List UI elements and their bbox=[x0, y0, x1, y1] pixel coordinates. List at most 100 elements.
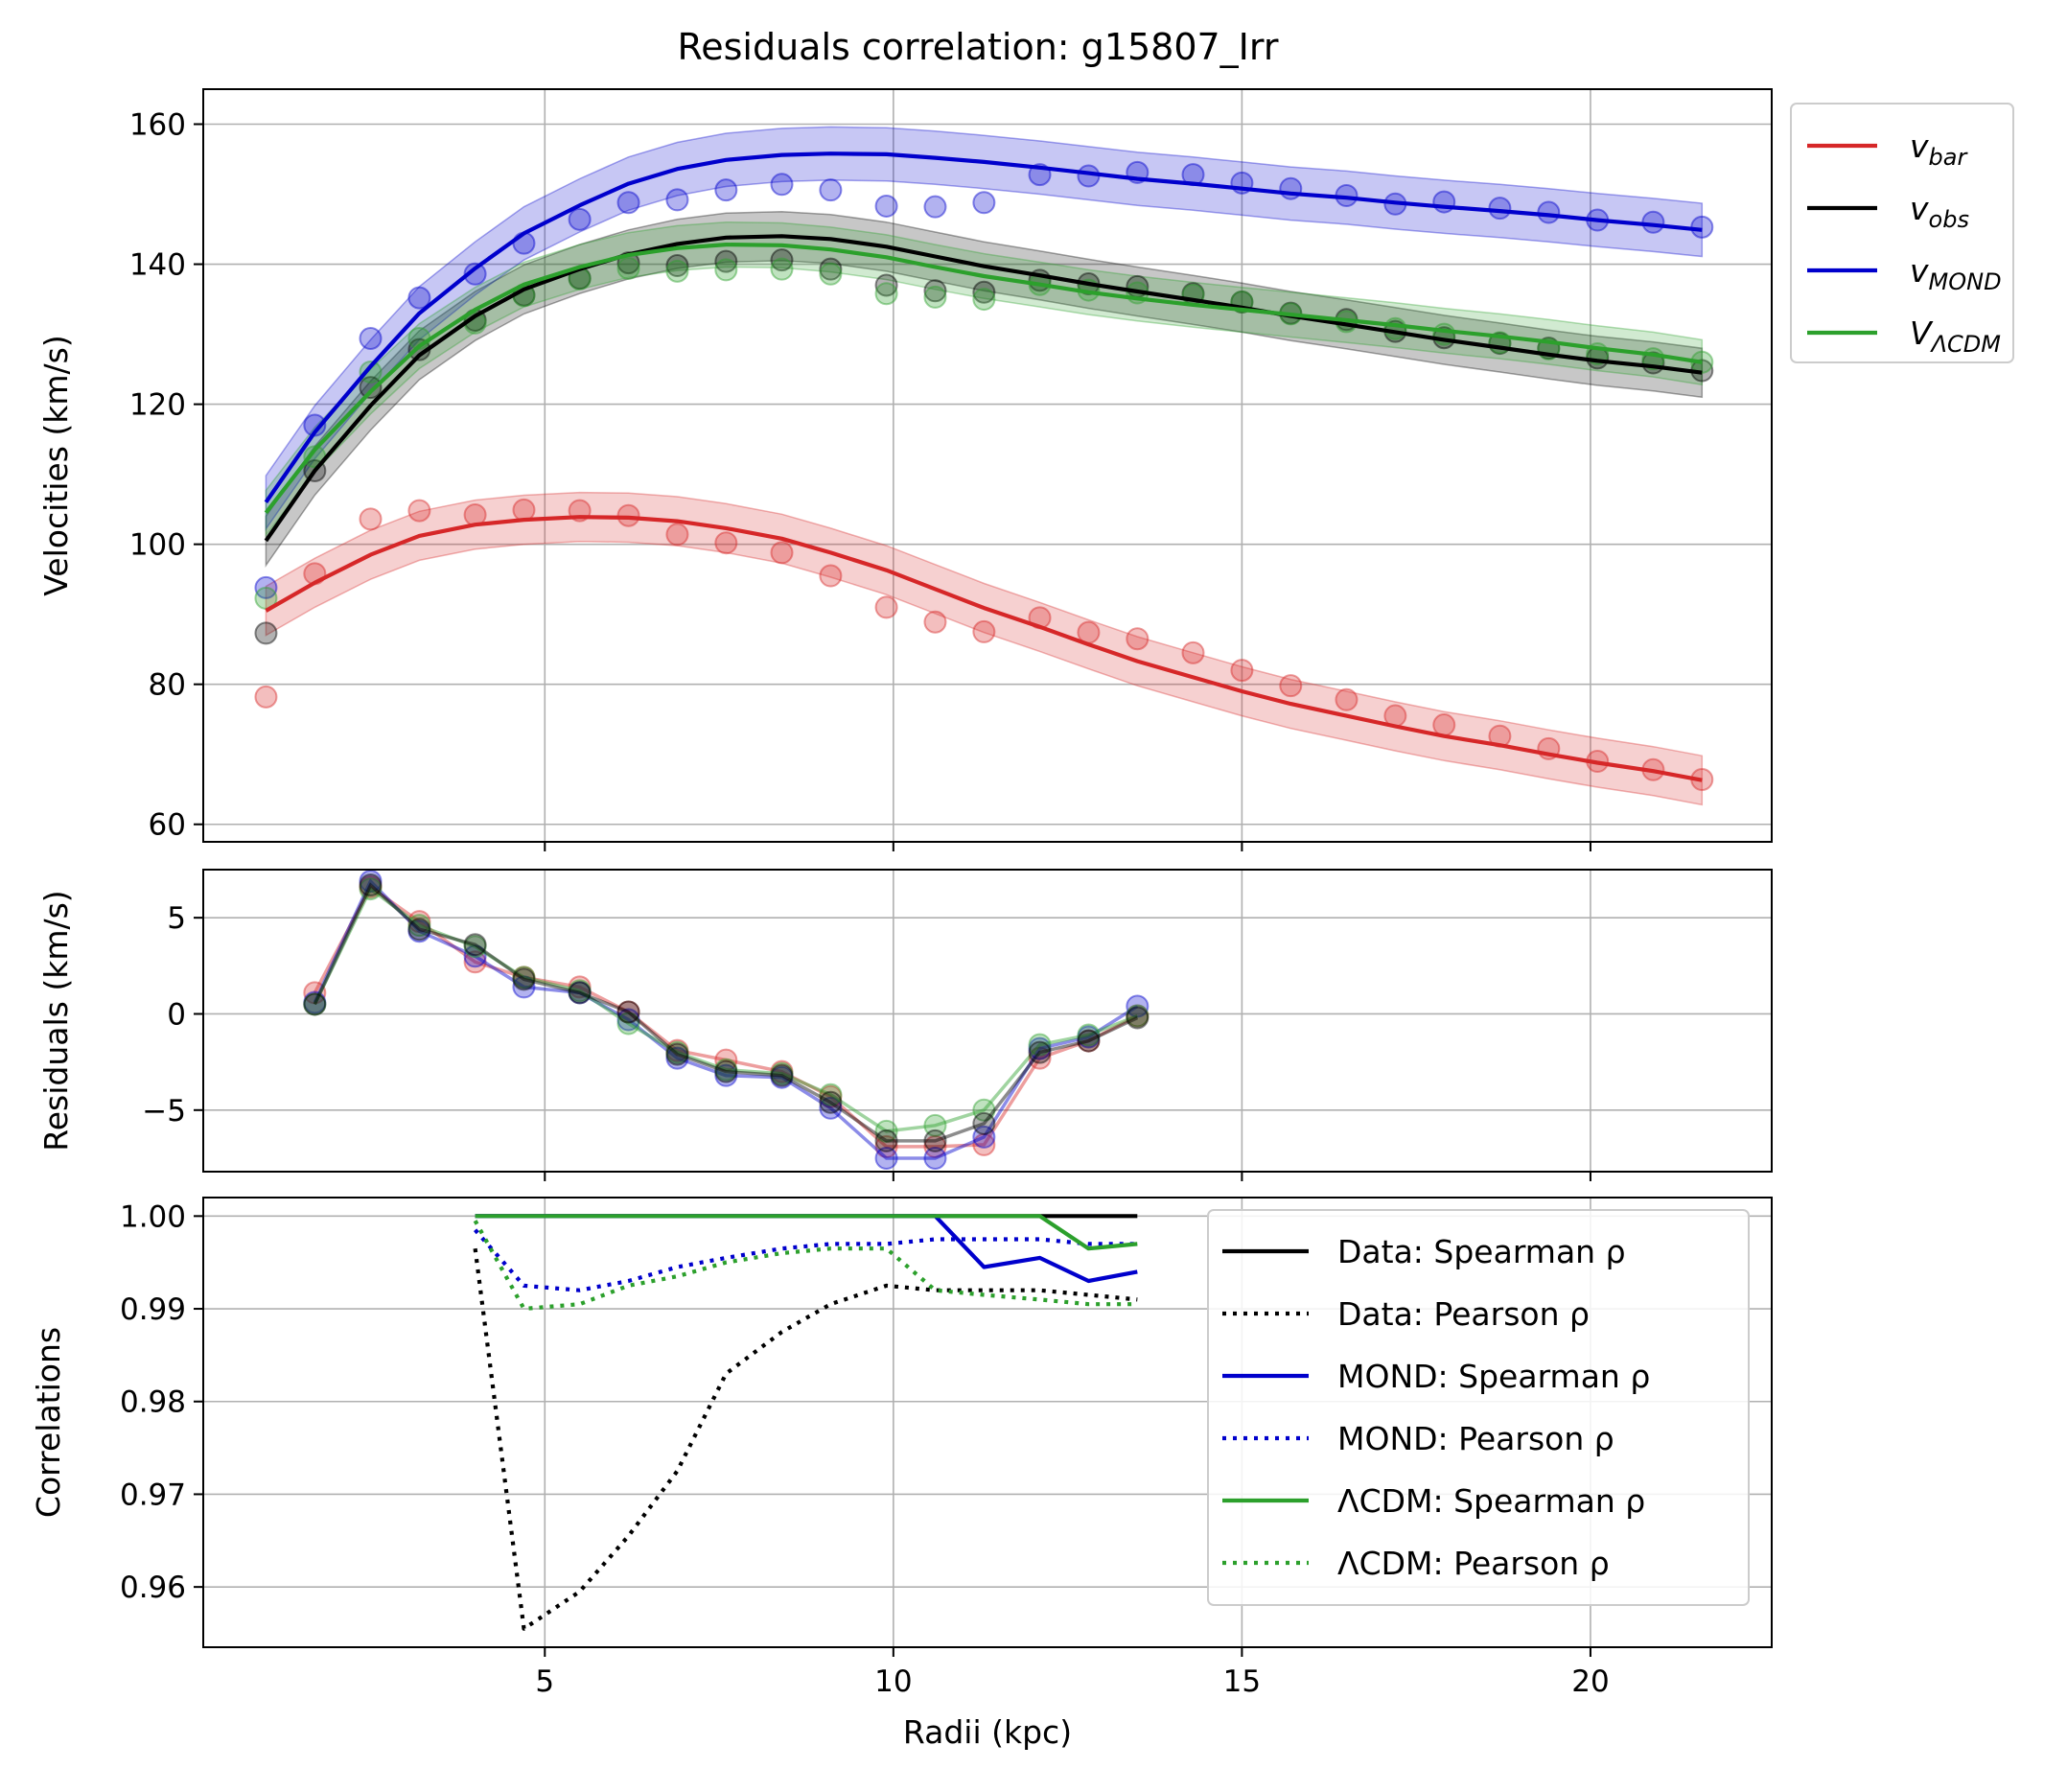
residual-point-vobs bbox=[303, 992, 327, 1016]
y-tick-label: 0.97 bbox=[120, 1478, 186, 1512]
residual-line-vmond bbox=[313, 877, 1139, 1160]
curve-vbar bbox=[265, 515, 1703, 782]
residual-point-vbar bbox=[1077, 1029, 1101, 1053]
residual-point-vbar bbox=[972, 1132, 996, 1156]
plot-area bbox=[254, 126, 1714, 806]
y-tick-label: 0 bbox=[167, 997, 186, 1032]
residual-point-vbar bbox=[463, 950, 487, 974]
residual-point-vmond bbox=[819, 1096, 843, 1120]
point-vbar bbox=[770, 541, 794, 565]
residual-point-vobs bbox=[714, 1059, 738, 1083]
residual-point-vlcdm bbox=[303, 992, 327, 1016]
residual-point-vbar bbox=[359, 875, 383, 899]
y-tick-label: 0.98 bbox=[120, 1385, 186, 1420]
point-vobs bbox=[359, 376, 383, 400]
residual-point-vbar bbox=[1126, 1004, 1150, 1028]
point-vbar bbox=[359, 507, 383, 531]
residual-point-vobs bbox=[770, 1063, 794, 1087]
x-tick-label: 20 bbox=[1571, 1664, 1609, 1699]
correlations-panel: 5 10 15 20 0.96 0.97 0.98 0.99 1.00 Correlations R… bbox=[30, 1197, 1773, 1751]
y-axis-label: Velocities (km/s) bbox=[37, 335, 75, 595]
y-tick-label: 80 bbox=[149, 668, 186, 703]
residual-point-vmond bbox=[1126, 994, 1150, 1018]
y-tick-label: 100 bbox=[129, 528, 186, 563]
residual-point-vmond bbox=[923, 1146, 947, 1170]
residual-point-vlcdm bbox=[819, 1082, 843, 1106]
point-vbar bbox=[1432, 713, 1456, 737]
residual-point-vlcdm bbox=[665, 1040, 689, 1064]
point-vbar bbox=[972, 619, 996, 643]
residual-point-vbar bbox=[1028, 1046, 1052, 1070]
residual-point-vlcdm bbox=[407, 914, 431, 938]
residual-point-vobs bbox=[665, 1042, 689, 1066]
legend-label: Data: Spearman ρ bbox=[1337, 1233, 1626, 1270]
point-vmond bbox=[254, 575, 278, 599]
residual-point-vobs bbox=[874, 1129, 898, 1152]
x-axis-label: Radii (kpc) bbox=[903, 1713, 1072, 1751]
residual-point-vlcdm bbox=[770, 1061, 794, 1085]
point-vmond bbox=[616, 191, 640, 215]
point-vobs bbox=[770, 248, 794, 272]
residual-point-vmond bbox=[874, 1146, 898, 1170]
residual-point-vlcdm bbox=[1028, 1033, 1052, 1057]
point-vmond bbox=[923, 195, 947, 219]
correlation-line bbox=[475, 1214, 1138, 1251]
residual-point-vbar bbox=[819, 1084, 843, 1108]
residual-point-vbar bbox=[665, 1038, 689, 1062]
residual-point-vobs bbox=[923, 1129, 947, 1152]
point-vbar bbox=[819, 564, 843, 588]
band-vlcdm bbox=[265, 221, 1704, 538]
band-vobs bbox=[265, 211, 1704, 568]
legend-label: vMOND bbox=[1910, 252, 2002, 295]
point-vmond bbox=[819, 178, 843, 202]
plot-area bbox=[473, 1214, 1138, 1631]
residual-point-vmond bbox=[714, 1063, 738, 1087]
residual-line-vobs bbox=[313, 882, 1139, 1143]
y-tick-label: 0.96 bbox=[120, 1571, 186, 1605]
residual-point-vobs bbox=[972, 1111, 996, 1135]
residual-point-vlcdm bbox=[923, 1113, 947, 1137]
legend-frame bbox=[1790, 103, 2014, 363]
curve-vlcdm bbox=[264, 243, 1703, 515]
axes-frame bbox=[202, 869, 1773, 1173]
residual-point-vbar bbox=[770, 1059, 794, 1083]
residual-line-vlcdm bbox=[313, 886, 1138, 1133]
point-vlcdm bbox=[616, 256, 640, 280]
point-vbar bbox=[512, 498, 536, 522]
residual-line-vbar bbox=[313, 884, 1139, 1149]
point-vobs bbox=[665, 254, 689, 278]
point-vbar bbox=[1230, 659, 1254, 683]
axes-frame bbox=[202, 1197, 1773, 1648]
legend: vbar vobs vMOND VΛCDM bbox=[1790, 103, 2014, 363]
point-vmond bbox=[303, 413, 327, 437]
point-vlcdm bbox=[714, 258, 738, 282]
residual-point-vmond bbox=[616, 1008, 640, 1032]
point-vmond bbox=[972, 191, 996, 215]
correlation-line bbox=[473, 1247, 1138, 1631]
plot-area bbox=[303, 870, 1150, 1170]
residual-point-vbar bbox=[874, 1134, 898, 1158]
residual-point-vobs bbox=[819, 1090, 843, 1114]
y-tick-label: −5 bbox=[142, 1094, 186, 1129]
x-tick-label: 15 bbox=[1223, 1664, 1261, 1699]
residual-point-vobs bbox=[1126, 1006, 1150, 1030]
residuals-panel: −5 0 5 Residuals (km/s) bbox=[37, 869, 1773, 1181]
point-vbar bbox=[665, 523, 689, 547]
residual-point-vmond bbox=[1028, 1036, 1052, 1060]
point-vmond bbox=[770, 173, 794, 197]
point-vlcdm bbox=[972, 288, 996, 312]
x-tick-label: 5 bbox=[535, 1664, 554, 1699]
residual-point-vmond bbox=[972, 1125, 996, 1149]
legend-label: vbar bbox=[1910, 128, 1968, 171]
y-axis-label: Residuals (km/s) bbox=[37, 890, 75, 1151]
point-vobs bbox=[714, 249, 738, 273]
residual-point-vobs bbox=[568, 981, 592, 1005]
residual-point-vlcdm bbox=[874, 1119, 898, 1143]
point-vbar bbox=[1181, 640, 1205, 664]
residual-point-vlcdm bbox=[359, 877, 383, 901]
axes-frame bbox=[202, 88, 1773, 843]
point-vlcdm bbox=[874, 282, 898, 306]
residual-point-vmond bbox=[770, 1065, 794, 1089]
legend-label: vobs bbox=[1910, 190, 1969, 233]
